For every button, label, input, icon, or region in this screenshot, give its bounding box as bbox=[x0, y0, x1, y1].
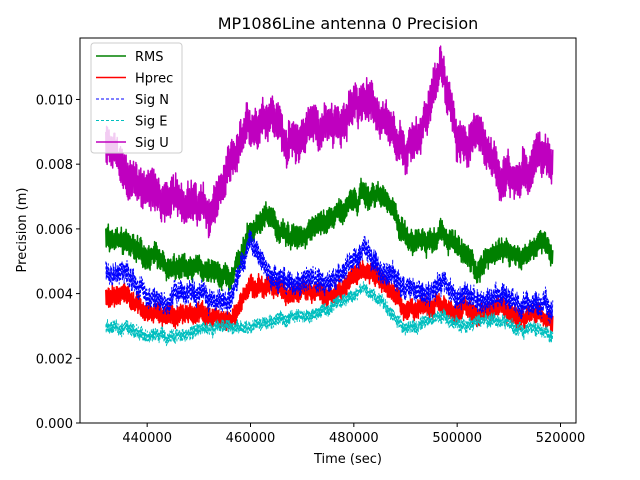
y-tick-label: 0.004 bbox=[36, 288, 73, 303]
series-line-sig-e bbox=[105, 281, 554, 347]
y-tick-label: 0.002 bbox=[36, 352, 73, 367]
y-tick-label: 0.008 bbox=[36, 158, 73, 173]
legend: RMS Hprec Sig N Sig E Sig U bbox=[90, 42, 183, 154]
x-tick-label: 500000 bbox=[432, 431, 482, 446]
x-axis-label: Time (sec) bbox=[313, 452, 382, 467]
legend-box bbox=[90, 42, 183, 154]
legend-label-rms: RMS bbox=[135, 50, 164, 65]
x-tick-label: 440000 bbox=[122, 431, 172, 446]
x-tick-label: 480000 bbox=[329, 431, 379, 446]
series-line-sig-n bbox=[105, 229, 554, 325]
plot-frame bbox=[79, 37, 577, 424]
legend-label-sig-n: Sig N bbox=[135, 93, 169, 108]
y-tick-label: 0.000 bbox=[36, 417, 73, 432]
series-line-sig-u bbox=[105, 45, 554, 239]
legend-label-sig-u: Sig U bbox=[135, 136, 169, 151]
y-axis-label: Precision (m) bbox=[15, 188, 30, 273]
series-line-rms bbox=[105, 177, 554, 292]
y-axis: 0.000 0.002 0.004 0.006 0.008 0.010 bbox=[36, 93, 80, 432]
legend-label-hprec: Hprec bbox=[135, 72, 173, 87]
legend-label-sig-e: Sig E bbox=[135, 115, 167, 130]
x-axis: 440000 460000 480000 500000 520000 bbox=[122, 423, 585, 446]
x-tick-label: 520000 bbox=[536, 431, 586, 446]
chart-title: MP1086Line antenna 0 Precision bbox=[218, 14, 479, 33]
y-tick-label: 0.006 bbox=[36, 223, 73, 238]
x-tick-label: 460000 bbox=[226, 431, 276, 446]
y-tick-label: 0.010 bbox=[36, 93, 73, 108]
series-layer bbox=[105, 45, 554, 347]
